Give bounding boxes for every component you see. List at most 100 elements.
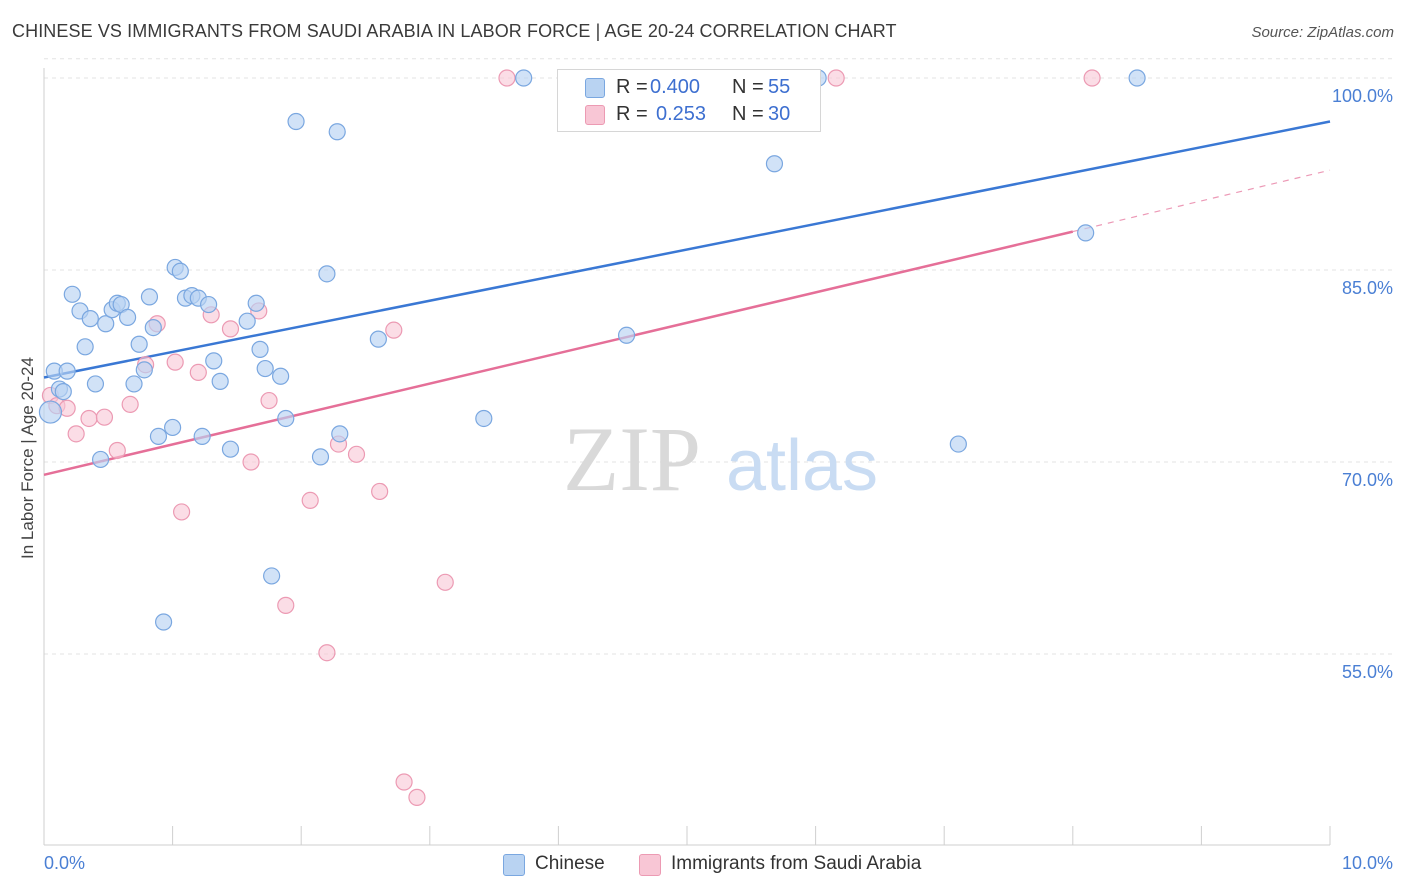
chinese-point-9[interactable] (86, 375, 105, 393)
saudi-point-18[interactable] (277, 596, 295, 614)
chinese-point-48[interactable] (515, 69, 533, 87)
watermark: ZIP atlas (563, 408, 878, 510)
legend-saudi-label[interactable]: Immigrants from Saudi Arabia (671, 853, 922, 874)
chinese-point-47[interactable] (475, 409, 493, 428)
chinese-point-22[interactable] (154, 613, 173, 631)
saudi-point-12[interactable] (189, 363, 207, 381)
saudi-point-25[interactable] (395, 773, 413, 791)
chinese-point-46[interactable] (369, 330, 387, 348)
chinese-point-36[interactable] (251, 340, 269, 358)
y-tick-labels: 55.0% 70.0% 85.0% 100.0% (1332, 86, 1393, 682)
chinese-point-43[interactable] (318, 265, 336, 283)
saudi-point-14[interactable] (221, 320, 240, 338)
saudi-point-6[interactable] (108, 441, 126, 460)
chinese-point-18[interactable] (135, 361, 153, 379)
saudi-point-4[interactable] (80, 409, 98, 428)
chinese-point-8[interactable] (81, 310, 99, 328)
legend-saudi-swatch[interactable] (639, 854, 661, 876)
chinese-point-55[interactable] (1128, 69, 1146, 87)
legend-chinese-label[interactable]: Chinese (535, 853, 605, 874)
chinese-point-11[interactable] (97, 315, 115, 333)
chinese-point-30[interactable] (200, 295, 218, 314)
chinese-point-3[interactable] (54, 383, 72, 401)
saudi-point-30[interactable] (1083, 69, 1101, 87)
x-tick-label-max: 10.0% (1342, 853, 1393, 873)
chinese-point-15[interactable] (118, 308, 137, 326)
saudi-point-15[interactable] (242, 453, 260, 471)
saudi-point-7[interactable] (121, 395, 139, 413)
saudi-point-23[interactable] (371, 482, 389, 501)
saudi-point-22[interactable] (347, 445, 366, 463)
saudi-point-5[interactable] (95, 408, 114, 426)
saudi-trend-line (43, 230, 1074, 477)
chinese-r-value: 0.400 (650, 76, 701, 98)
saudi-point-20[interactable] (318, 644, 336, 662)
chinese-point-34[interactable] (238, 312, 256, 330)
legend-row-chinese: R = 0.400 N = 55 (558, 74, 818, 100)
saudi-r-label: R = (616, 103, 648, 125)
chinese-point-10[interactable] (91, 450, 110, 469)
chinese-point-32[interactable] (211, 372, 229, 390)
chinese-point-33[interactable] (221, 440, 240, 458)
source-credit: Source: ZipAtlas.com (1251, 24, 1394, 41)
saudi-point-10[interactable] (166, 353, 184, 371)
chinese-point-53[interactable] (949, 435, 967, 453)
legend-row-saudi: R = 0.253 N = 30 (558, 101, 818, 127)
chinese-r-label: R = (616, 76, 648, 98)
saudi-trend-extension (1072, 169, 1331, 233)
chinese-point-17[interactable] (130, 335, 148, 353)
chinese-point-7[interactable] (76, 338, 94, 356)
chinese-point-37[interactable] (256, 359, 274, 378)
chinese-point-39[interactable] (272, 367, 290, 385)
saudi-n-value: 30 (768, 103, 791, 125)
series-legend: Chinese Immigrants from Saudi Arabia (0, 850, 1406, 880)
saudi-point-11[interactable] (173, 503, 191, 521)
chinese-point-19[interactable] (140, 288, 159, 306)
chinese-point-40[interactable] (277, 409, 295, 428)
chinese-point-23[interactable] (164, 418, 182, 437)
chinese-point-29[interactable] (193, 427, 211, 445)
saudi-swatch (585, 105, 605, 125)
legend-chinese-swatch[interactable] (503, 854, 525, 876)
saudi-point-29[interactable] (827, 69, 845, 87)
saudi-r-value: 0.253 (656, 103, 707, 125)
chinese-point-42[interactable] (311, 448, 330, 466)
saudi-point-24[interactable] (385, 321, 403, 339)
saudi-point-17[interactable] (260, 391, 278, 410)
chinese-n-value: 55 (768, 76, 791, 98)
chinese-point-51[interactable] (765, 155, 784, 173)
trend-lines (43, 120, 1331, 477)
chinese-swatch (585, 78, 605, 98)
chinese-point-41[interactable] (287, 112, 305, 131)
chinese-points (38, 69, 1146, 631)
chinese-point-31[interactable] (205, 352, 223, 370)
x-tick-label-min: 0.0% (44, 853, 85, 873)
saudi-point-19[interactable] (301, 491, 319, 509)
watermark-zip: ZIP (563, 408, 701, 510)
chinese-point-44[interactable] (328, 123, 346, 141)
saudi-point-3[interactable] (67, 425, 85, 443)
chinese-point-38[interactable] (263, 567, 281, 585)
saudi-point-27[interactable] (436, 573, 454, 591)
chinese-point-20[interactable] (144, 319, 162, 337)
y-tick-label-100: 100.0% (1332, 86, 1393, 106)
y-axis-title: In Labor Force | Age 20-24 (18, 357, 37, 559)
chinese-point-5[interactable] (63, 285, 81, 303)
correlation-legend: R = 0.400 N = 55 R = 0.253 N = 30 (557, 69, 821, 132)
chinese-point-0[interactable] (38, 400, 63, 424)
chinese-point-35[interactable] (247, 294, 265, 312)
chinese-n-label: N = (732, 76, 764, 98)
saudi-point-26[interactable] (408, 788, 426, 806)
chinese-point-25[interactable] (171, 262, 189, 280)
chinese-point-16[interactable] (125, 375, 143, 393)
chinese-point-21[interactable] (149, 427, 168, 445)
y-tick-label-85: 85.0% (1342, 278, 1393, 298)
chinese-point-50[interactable] (617, 326, 636, 344)
y-tick-label-70: 70.0% (1342, 470, 1393, 490)
chinese-point-45[interactable] (331, 425, 349, 443)
watermark-atlas: atlas (726, 426, 878, 506)
saudi-point-28[interactable] (498, 69, 516, 87)
chinese-point-4[interactable] (58, 362, 76, 380)
chinese-point-54[interactable] (1077, 224, 1095, 242)
